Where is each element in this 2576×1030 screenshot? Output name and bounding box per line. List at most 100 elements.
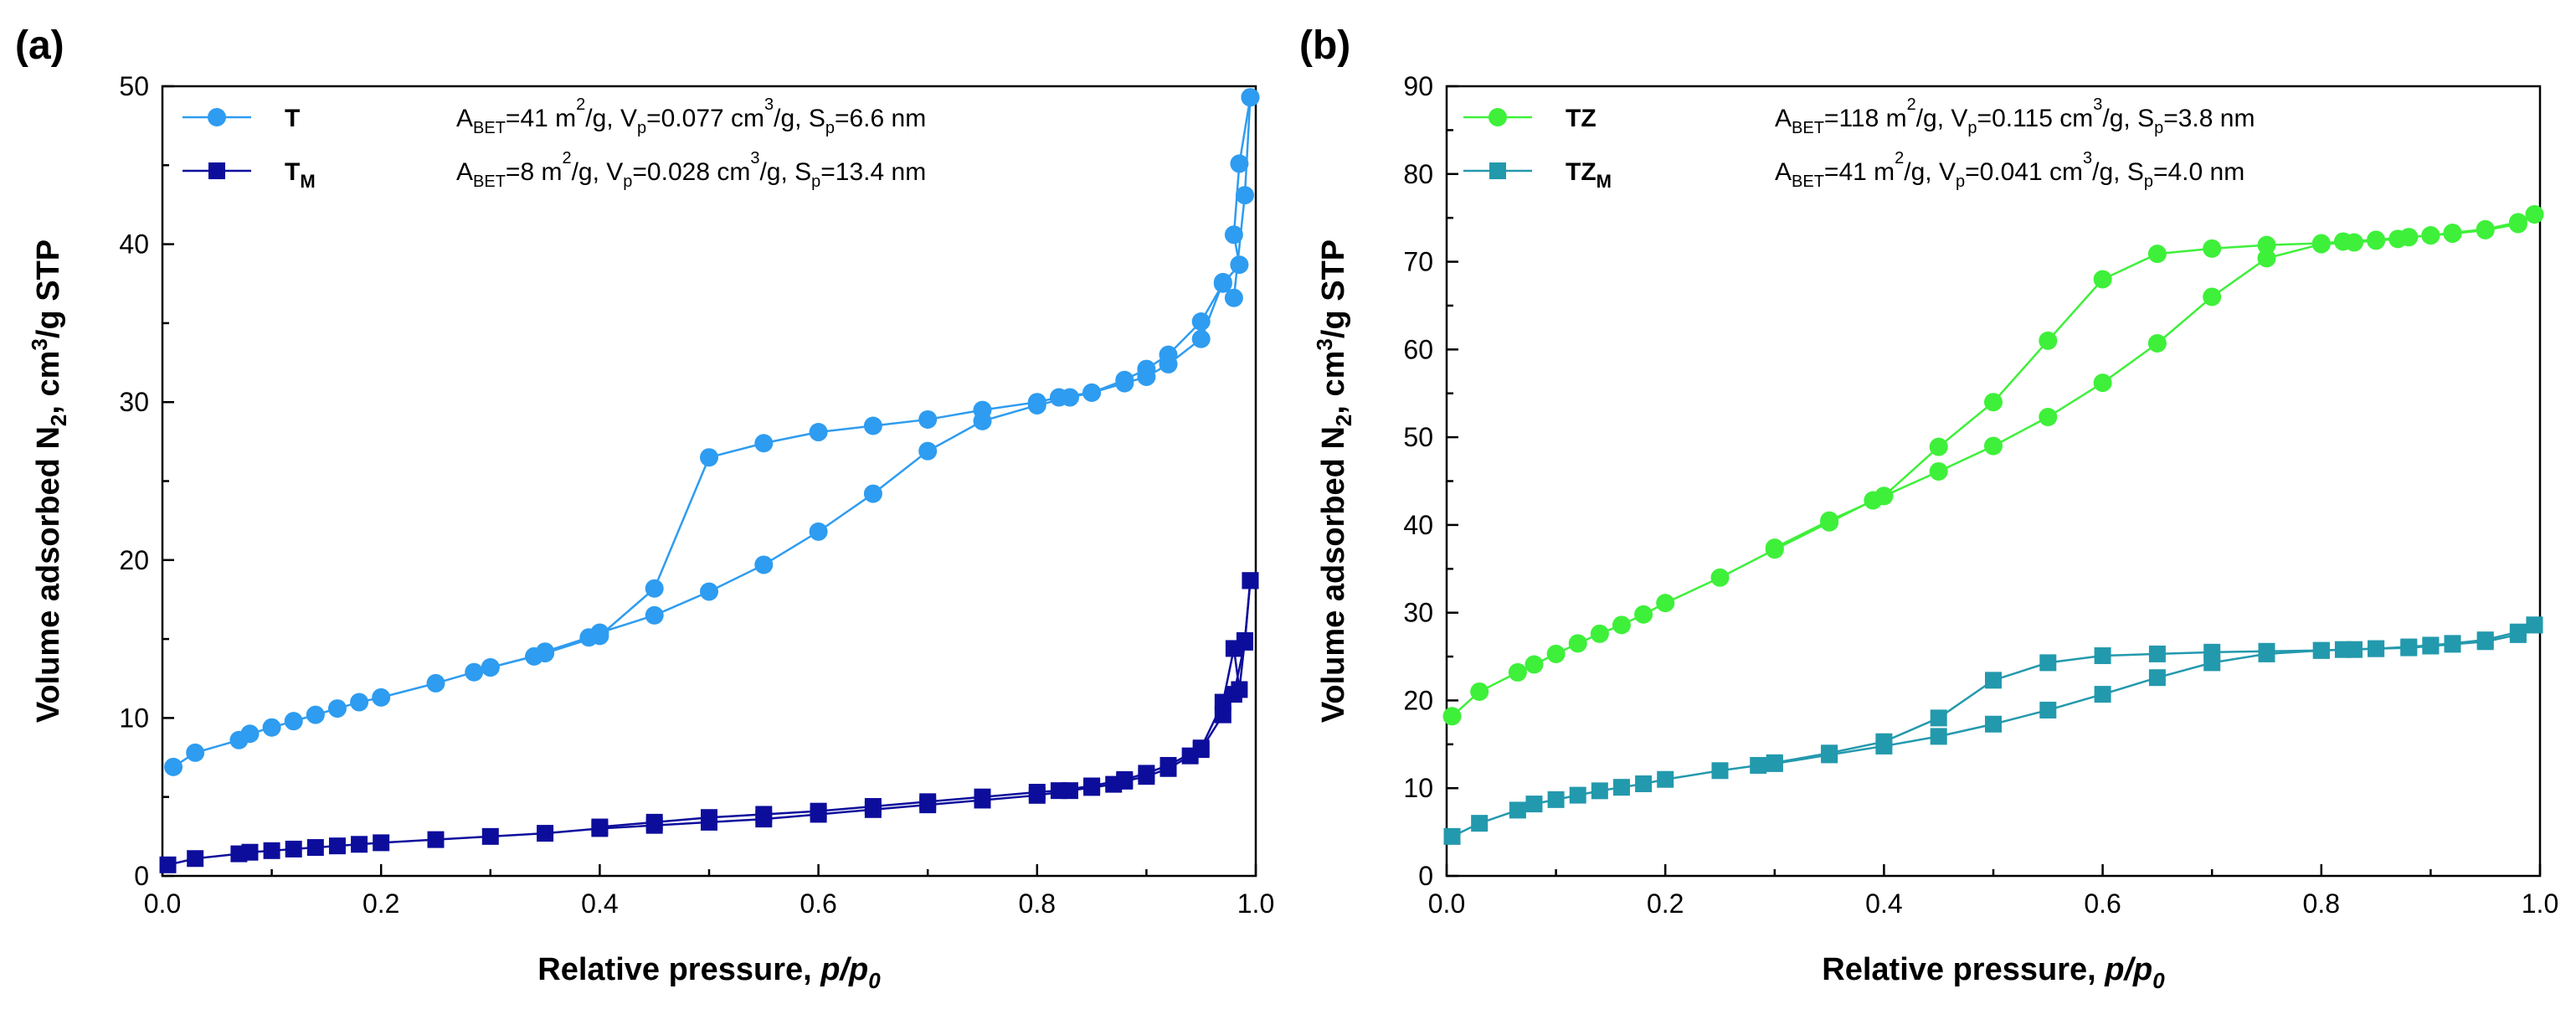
legend-stats: ABET=41 m2/g, Vp=0.077 cm3/g, Sp=6.6 nm: [456, 95, 926, 137]
adsorption-point: [1214, 706, 1231, 724]
legend-entry: T ABET=41 m2/g, Vp=0.077 cm3/g, Sp=6.6 nm: [183, 95, 926, 137]
series-tm: [159, 572, 1259, 873]
desorption-point: [918, 409, 938, 429]
adsorption-point: [1224, 288, 1243, 307]
adsorption-point: [1525, 655, 1544, 674]
adsorption-point: [700, 582, 718, 601]
desorption-point: [2476, 631, 2494, 649]
adsorption-point: [2203, 287, 2222, 306]
desorption-point: [1213, 274, 1232, 293]
desorption-point: [1821, 744, 1838, 762]
desorption-point: [2525, 204, 2544, 224]
y-tick-label: 30: [119, 387, 149, 417]
legend-marker: [208, 162, 225, 179]
desorption-point: [2526, 616, 2543, 634]
y-tick-label: 0: [134, 861, 149, 891]
adsorption-point: [2094, 686, 2111, 703]
series-tz: [1442, 204, 2544, 726]
desorption-point: [2368, 640, 2385, 657]
adsorption-point: [1710, 568, 1730, 587]
legend-entry: TM ABET=8 m2/g, Vp=0.028 cm3/g, Sp=13.4 n…: [183, 149, 926, 192]
adsorption-point: [306, 705, 325, 724]
adsorption-point: [372, 688, 391, 707]
adsorption-point: [1235, 186, 1254, 205]
adsorption-point: [1930, 728, 1947, 745]
desorption-point: [481, 658, 500, 677]
desorption-point: [700, 448, 718, 467]
adsorption-point: [1612, 615, 1631, 635]
legend-name: TZ: [1566, 105, 1597, 132]
adsorption-point: [1635, 775, 1653, 792]
adsorption-point: [327, 699, 347, 718]
desorption-point: [2093, 270, 2112, 289]
desorption-point: [973, 400, 992, 420]
adsorption-point: [426, 673, 445, 693]
desorption-point: [1231, 681, 1248, 698]
desorption-point: [2039, 331, 2058, 350]
adsorption-point: [2039, 701, 2057, 718]
desorption-point: [2148, 645, 2166, 662]
adsorption-point: [1656, 594, 1675, 613]
desorption-point: [755, 806, 773, 823]
y-tick-label: 10: [119, 703, 149, 733]
adsorption-point: [1657, 770, 1674, 788]
desorption-point: [1930, 709, 1947, 727]
adsorption-point: [1984, 436, 2003, 456]
x-axis-title: Relative pressure, p/p0: [537, 952, 881, 993]
adsorption-point: [159, 856, 177, 873]
adsorption-point: [306, 839, 324, 857]
adsorption-point: [1546, 644, 1566, 663]
legend-name: TZM: [1566, 158, 1612, 192]
desorption-point: [2203, 239, 2222, 258]
adsorption-point: [863, 484, 882, 503]
legend-stats: ABET=41 m2/g, Vp=0.041 cm3/g, Sp=4.0 nm: [1775, 149, 2244, 191]
x-axis-title: Relative pressure, p/p0: [1822, 952, 2165, 993]
desorption-point: [2508, 213, 2527, 232]
x-tick-label: 0.8: [2303, 888, 2340, 919]
legend-marker: [1489, 162, 1506, 179]
y-axis-title: Volume adsorbed N2, cm3/g STP: [27, 239, 71, 723]
y-tick-label: 70: [1403, 247, 1433, 277]
x-tick-label: 0.8: [1019, 888, 1056, 919]
legend-stats: ABET=8 m2/g, Vp=0.028 cm3/g, Sp=13.4 nm: [456, 149, 926, 191]
y-axis-title: Volume adsorbed N2, cm3/g STP: [1312, 239, 1356, 723]
desorption-point: [919, 793, 937, 811]
adsorption-point: [1569, 786, 1586, 804]
desorption-point: [590, 626, 609, 646]
x-tick-label: 0.4: [581, 888, 618, 919]
desorption-point: [1050, 782, 1067, 800]
adsorption-point: [1508, 662, 1527, 682]
desorption-point: [2258, 642, 2275, 660]
adsorption-point: [2148, 669, 2166, 687]
adsorption-point: [187, 850, 204, 868]
desorption-line: [490, 96, 1252, 669]
y-tick-label: 40: [1403, 510, 1433, 540]
desorption-point: [2444, 635, 2461, 652]
desorption-point: [1116, 770, 1134, 788]
y-tick-label: 40: [119, 229, 149, 260]
adsorption-point: [809, 522, 828, 541]
panel-label: (b): [1299, 23, 1350, 68]
desorption-point: [1225, 640, 1242, 657]
desorption-point: [2443, 223, 2462, 242]
adsorption-point: [645, 605, 664, 625]
adsorption-point: [240, 724, 260, 744]
y-tick-label: 10: [1403, 773, 1433, 803]
desorption-point: [1214, 693, 1231, 711]
y-tick-label: 0: [1418, 861, 1433, 891]
desorption-point: [1224, 225, 1243, 245]
adsorption-point: [1750, 756, 1767, 774]
desorption-point: [1049, 388, 1068, 407]
adsorption-point: [918, 441, 938, 461]
x-tick-label: 1.0: [1237, 888, 1274, 919]
x-tick-label: 0.0: [144, 888, 181, 919]
panel-b: (b) 0.0 0.2 0.4 0.6 0.8 1.0 0 10 20 30 40 50 60 70 80 90…: [1299, 23, 2558, 993]
desorption-point: [1875, 733, 1893, 750]
desorption-point: [1191, 312, 1211, 332]
adsorption-point: [373, 834, 390, 852]
desorption-point: [645, 813, 663, 831]
plot-frame: [1445, 85, 2542, 878]
x-tick-label: 0.4: [1865, 888, 1902, 919]
x-tick-label: 1.0: [2522, 888, 2558, 919]
y-tick-label: 60: [1403, 334, 1433, 364]
